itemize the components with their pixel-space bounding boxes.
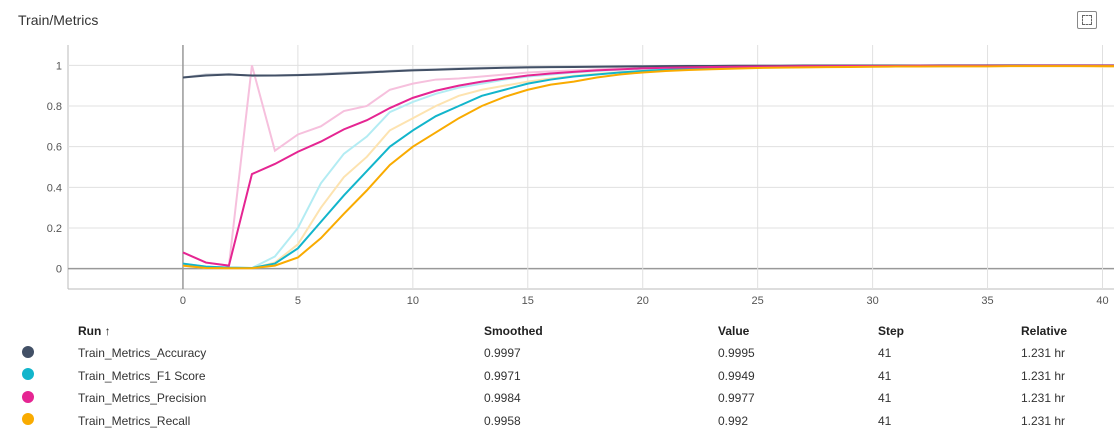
step-value: 41 — [878, 391, 892, 406]
x-tick-label: 40 — [1096, 295, 1108, 307]
run-name: Train_Metrics_Recall — [78, 413, 191, 428]
table-row[interactable]: Train_Metrics_Accuracy 0.9997 0.9995 41 … — [0, 342, 1114, 365]
y-tick-label: 0 — [56, 264, 62, 276]
relative-time: 1.231 hr — [1021, 413, 1066, 428]
smoothed-value: 0.9971 — [484, 368, 521, 383]
raw-series-line — [182, 64, 1114, 270]
run-color-dot — [22, 345, 34, 358]
run-name: Train_Metrics_Precision — [78, 391, 207, 406]
run-color-dot — [22, 413, 34, 426]
smoothed-value: 0.9984 — [484, 391, 521, 406]
raw-value: 0.9949 — [718, 368, 755, 383]
step-value: 41 — [878, 368, 892, 383]
x-tick-label: 5 — [295, 295, 301, 307]
y-tick-label: 0.6 — [47, 142, 62, 154]
run-name: Train_Metrics_F1 Score — [78, 368, 206, 383]
step-value: 41 — [878, 413, 892, 428]
x-tick-label: 35 — [981, 295, 993, 307]
y-tick-label: 0.8 — [47, 101, 62, 113]
header-step: Step — [878, 324, 905, 338]
header-run[interactable]: Run ↑ — [78, 324, 111, 338]
smoothed-series-line — [182, 65, 1114, 270]
x-tick-label: 25 — [752, 295, 764, 307]
x-tick-label: 0 — [180, 295, 186, 307]
table-row[interactable]: Train_Metrics_Precision 0.9984 0.9977 41… — [0, 387, 1114, 410]
raw-value: 0.9977 — [718, 391, 755, 406]
run-name: Train_Metrics_Accuracy — [78, 346, 207, 361]
x-tick-label: 15 — [522, 295, 534, 307]
relative-time: 1.231 hr — [1021, 368, 1066, 383]
smoothed-value: 0.9958 — [484, 413, 521, 428]
y-tick-label: 1 — [56, 60, 62, 72]
step-value: 41 — [878, 346, 892, 361]
y-tick-label: 0.2 — [47, 223, 62, 235]
fullscreen-icon[interactable] — [1077, 11, 1097, 29]
x-tick-label: 30 — [866, 295, 878, 307]
smoothed-value: 0.9997 — [484, 346, 521, 361]
run-color-dot — [22, 368, 34, 381]
run-table: Run ↑ Smoothed Value Step Relative Train… — [0, 320, 1114, 432]
x-tick-label: 20 — [637, 295, 649, 307]
x-tick-label: 10 — [407, 295, 419, 307]
raw-value: 0.9995 — [718, 346, 755, 361]
line-chart: 00.20.40.60.810 5 10 15 20 25 30 35 40 — [47, 45, 1114, 307]
run-color-dot — [22, 390, 34, 403]
table-row[interactable]: Train_Metrics_Recall 0.9958 0.992 41 1.2… — [0, 410, 1114, 433]
raw-value: 0.992 — [718, 413, 749, 428]
chart-title: Train/Metrics — [18, 12, 99, 28]
header-value: Value — [718, 324, 750, 338]
table-header-row: Run ↑ Smoothed Value Step Relative — [0, 320, 1114, 342]
header-smoothed: Smoothed — [484, 324, 543, 338]
y-tick-label: 0.4 — [47, 182, 62, 194]
header-relative: Relative — [1021, 324, 1068, 338]
table-row[interactable]: Train_Metrics_F1 Score 0.9971 0.9949 41 … — [0, 365, 1114, 388]
relative-time: 1.231 hr — [1021, 391, 1066, 406]
relative-time: 1.231 hr — [1021, 346, 1066, 361]
